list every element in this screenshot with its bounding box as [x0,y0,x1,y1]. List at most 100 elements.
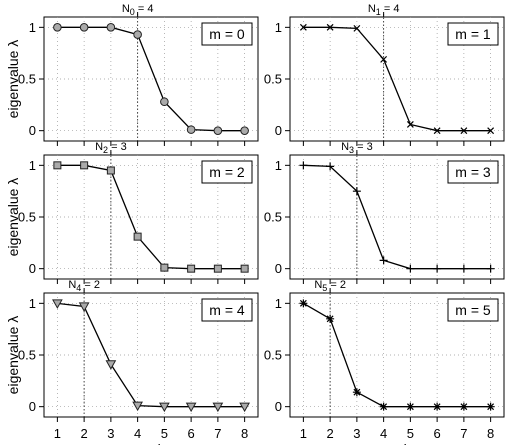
data-point [379,402,388,411]
series-line [57,26,245,132]
y-tick-label: 0.5 [18,348,36,363]
y-tick-label: 1 [29,20,36,35]
panel-label-box [447,22,499,46]
panel-label: m = 4 [209,302,245,318]
data-point [187,264,196,273]
y-tick-label: 0.5 [18,72,36,87]
data-point [326,314,335,323]
panel-label-box [447,160,499,184]
panel-label-box [201,160,253,184]
data-point [406,264,415,273]
data-point [213,126,223,135]
x-tick-label: 5 [161,426,168,441]
data-point [80,161,89,170]
data-point [53,23,62,32]
cutoff-label: N3 = 3 [341,141,373,155]
series-line [303,26,491,132]
y-axis-label: eigenvalue λ [5,178,21,257]
data-point [78,302,90,312]
panel-label-box [447,298,499,322]
y-tick-label: 0.5 [264,72,282,87]
x-tick-label: 3 [107,426,114,441]
y-tick-label: 0 [275,399,282,414]
cutoff-label: N5 = 2 [314,279,346,293]
panel-label: m = 1 [455,26,491,42]
data-point [159,402,170,413]
data-point [53,161,62,170]
data-point [52,299,63,309]
cutoff-label: N4 = 2 [68,279,100,293]
panel-label-box [201,298,253,322]
y-tick-label: 1 [29,158,36,173]
x-axis-label: rank [137,441,165,445]
data-point [240,264,249,273]
x-tick-label: 7 [214,426,221,441]
panel-3: 0 0.5 1 m = 3 N3 = 3 [264,141,505,284]
data-point [160,97,169,107]
data-point [459,402,468,411]
x-tick-label: 4 [134,426,141,441]
x-tick-label: 7 [460,426,467,441]
data-point [406,402,415,411]
x-tick-label: 1 [54,426,61,441]
data-point [433,402,442,411]
x-tick-label: 5 [407,426,414,441]
data-point [186,125,196,134]
data-point [213,264,222,273]
data-point [487,127,495,135]
x-tick-label: 3 [353,426,360,441]
series-line [57,164,245,270]
y-axis-label: eigenvalue λ [5,40,21,119]
data-point [352,187,361,196]
y-tick-label: 0 [29,261,36,276]
panel-label: m = 2 [209,164,245,180]
data-point [299,23,307,31]
data-point [459,264,468,273]
data-point [105,360,117,370]
panel-label: m = 5 [455,302,491,318]
x-tick-label: 6 [188,426,195,441]
data-point [185,402,197,413]
series-line [303,164,491,270]
cutoff-label: N1 = 4 [368,3,400,17]
y-tick-label: 1 [275,158,282,173]
panel-4: 1 2 3 4 5 6 7 8 0 0.5 1 m = 4 N4 = 2 eigenvalue λ rank [5,279,259,445]
x-tick-label: 2 [81,426,88,441]
panel-1: 0 0.5 1 m = 1 N1 = 4 [264,3,505,146]
data-point [433,127,441,135]
data-point [212,402,224,413]
panel-label: m = 0 [209,26,245,42]
y-tick-label: 0 [275,261,282,276]
data-point [79,23,89,32]
panel-label: m = 3 [455,164,491,180]
data-point [299,299,308,308]
y-tick-label: 1 [275,296,282,311]
x-tick-label: 2 [327,426,334,441]
y-tick-label: 1 [275,20,282,35]
data-point [160,263,169,272]
data-point [406,121,414,128]
x-tick-label: 1 [300,426,307,441]
data-point [379,256,388,265]
y-tick-label: 0.5 [264,210,282,225]
cutoff-label: N2 = 3 [95,141,127,155]
data-point [326,23,334,31]
panel-label-box [201,22,253,46]
y-tick-label: 1 [29,296,36,311]
cutoff-label: N0 = 4 [122,3,154,17]
y-tick-label: 0.5 [264,348,282,363]
data-point [353,24,361,32]
data-point [239,402,250,413]
data-point [299,161,308,170]
data-point [460,127,468,135]
series-line [303,302,491,408]
x-tick-label: 8 [241,426,248,441]
data-point [133,232,142,241]
data-point [486,402,495,411]
data-point [133,30,142,39]
x-tick-label: 4 [380,426,387,441]
data-point [106,166,115,175]
panel-0: 0 0.5 1 m = 0 N0 = 4 eigenvalue λ [5,3,259,146]
data-point [352,388,361,397]
